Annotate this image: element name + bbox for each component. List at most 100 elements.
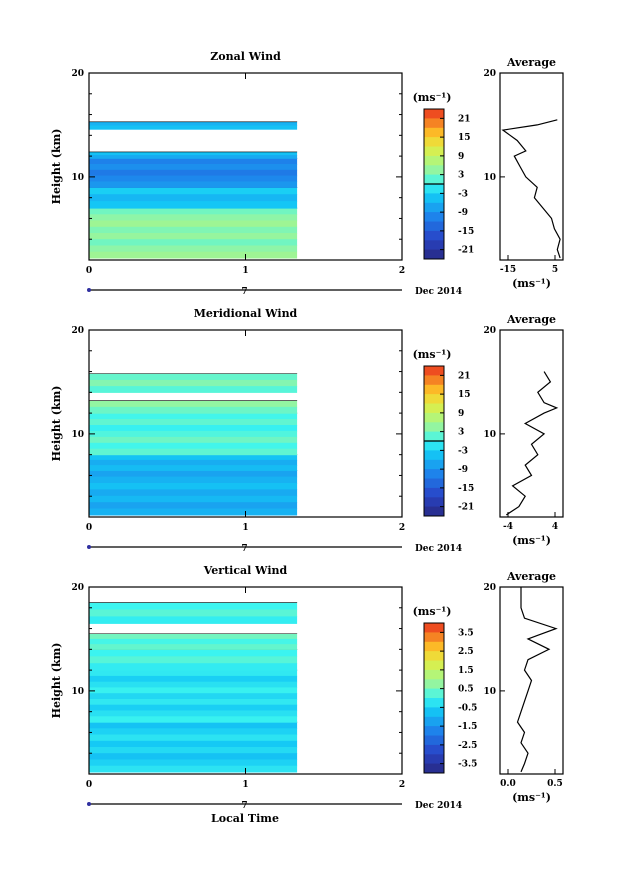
vertical-layer [89,759,298,767]
zonal-layer [89,169,298,177]
meridional-layer [89,502,298,510]
zonal-colorbar-segment [424,165,444,176]
meridional-layer [89,373,298,381]
meridional-colorbar-tick-label: -3 [458,446,468,456]
meridional-average-y-tick-label: 20 [483,326,496,336]
zonal-date-tick: 7 [241,287,247,297]
meridional-colorbar-segment [424,469,444,479]
meridional-layer [89,483,298,490]
meridional-colorbar-tick-label: 3 [458,428,464,438]
meridional-colorbar-segment [424,506,444,517]
meridional-colorbar-segment [424,403,444,414]
vertical-y-tick-label: 20 [71,583,84,593]
vertical-title: Vertical Wind [203,564,288,577]
meridional-layer [89,459,298,466]
meridional-colorbar-segment [424,384,444,395]
vertical-x-tick-label: 2 [399,780,405,790]
meridional-x-tick-label: 2 [399,523,405,533]
zonal-colorbar-segment [424,212,444,222]
vertical-date-label: Dec 2014 [415,801,462,811]
zonal-colorbar-tick-label: -9 [458,208,468,218]
zonal-average-title: Average [506,56,556,69]
zonal-panel: Zonal Wind 10 20 0 1 2 Height (km) 7 Dec 2014 (ms… [50,50,564,297]
meridional-y-tick-label: 10 [71,430,84,440]
meridional-colorbar-tick-label: 15 [458,390,471,400]
vertical-colorbar-segment [424,623,444,633]
vertical-colorbar-segment [424,688,444,699]
meridional-colorbar-segment [424,375,444,386]
zonal-colorbar-segment [424,249,444,260]
meridional-average-y-tick-label: 10 [483,430,496,440]
vertical-y-tick-label: 10 [71,687,84,697]
meridional-layer [89,442,298,450]
vertical-colorbar-segment [424,651,444,661]
vertical-colorbar-segment [424,632,444,643]
zonal-ylabel: Height (km) [50,129,63,205]
vertical-layer [89,633,298,640]
zonal-colorbar-segment [424,127,444,138]
vertical-colorbar-segment [424,669,444,680]
meridional-colorbar-segment [424,422,444,433]
meridional-colorbar-tick-label: -9 [458,465,468,475]
zonal-colorbar-segment [424,118,444,129]
meridional-colorbar-tick-label: 9 [458,409,464,419]
meridional-layer [89,454,298,461]
vertical-colorbar-tick-label: -0.5 [458,703,477,713]
zonal-colorbar-tick-label: 21 [458,114,471,124]
zonal-layer [89,164,298,171]
vertical-colorbar-unit: (ms⁻¹) [413,605,452,618]
meridional-colorbar-segment [424,487,444,498]
zonal-average-y-tick-label: 10 [483,173,496,183]
meridional-colorbar-segment [424,366,444,376]
meridional-average-title: Average [506,313,556,326]
zonal-layer [89,194,298,202]
zonal-layer [89,226,298,234]
meridional-layer [89,489,298,497]
zonal-colorbar-segment [424,184,444,194]
vertical-colorbar-segment [424,707,444,718]
zonal-colorbar-segment [424,155,444,166]
zonal-layer [89,239,298,246]
meridional-layer [89,379,298,387]
zonal-average-x-tick-label: -15 [500,265,516,275]
vertical-layer [89,616,298,624]
vertical-average-title: Average [506,570,556,583]
vertical-average-y-tick-label: 10 [483,687,496,697]
vertical-colorbar-segment [424,744,444,755]
meridional-layer [89,386,298,393]
vertical-colorbar-segment [424,716,444,727]
meridional-layer [89,495,298,503]
meridional-colorbar-tick-label: -15 [458,484,474,494]
vertical-layer [89,747,298,754]
meridional-title: Meridional Wind [194,307,298,320]
vertical-average-profile-line [516,587,558,773]
zonal-layer [89,233,298,240]
vertical-layer [89,663,298,671]
zonal-average-y-tick-label: 20 [483,69,496,79]
zonal-title: Zonal Wind [210,50,281,63]
meridional-average-x-tick-label: -4 [503,522,513,532]
zonal-colorbar-segment [424,221,444,232]
vertical-layer [89,644,298,650]
meridional-panel: Meridional Wind 10 20 0 1 2 Height (km) 7 Dec 20… [50,307,564,554]
zonal-layer [89,187,298,195]
vertical-layer [89,765,298,773]
zonal-average-profile-line [501,119,561,259]
meridional-colorbar-segment [424,412,444,423]
vertical-ylabel: Height (km) [50,643,63,719]
zonal-colorbar-segment [424,109,444,119]
vertical-colorbar-tick-label: -1.5 [458,722,477,732]
vertical-x-tick-label: 1 [242,780,248,790]
vertical-date-tick: 7 [241,801,247,811]
zonal-colorbar-segment [424,230,444,241]
vertical-colorbar-segment [424,679,444,690]
meridional-x-tick-label: 0 [86,523,92,533]
vertical-panel: Vertical Wind 10 20 0 1 2 Height (km) 7 Dec 2014… [50,564,564,811]
vertical-colorbar-tick-label: -2.5 [458,741,477,751]
vertical-colorbar-tick-label: 1.5 [458,666,474,676]
meridional-layer [89,425,298,432]
zonal-layer [89,214,298,222]
meridional-colorbar-tick-label: -21 [458,503,474,513]
meridional-colorbar-unit: (ms⁻¹) [413,348,452,361]
